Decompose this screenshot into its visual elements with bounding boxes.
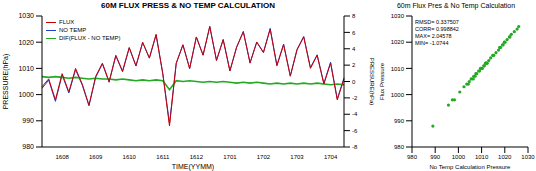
- svg-text:-8: -8: [352, 144, 358, 150]
- svg-text:1703: 1703: [290, 154, 304, 160]
- svg-text:8: 8: [352, 13, 356, 19]
- svg-text:990: 990: [22, 117, 34, 124]
- svg-text:1020: 1020: [18, 39, 34, 46]
- svg-text:1020: 1020: [391, 39, 405, 45]
- svg-text:1010: 1010: [18, 65, 34, 72]
- svg-text:1702: 1702: [257, 154, 271, 160]
- html-text:CORR= 0.998842: CORR= 0.998842: [415, 26, 459, 32]
- html-text:60M FLUX PRESS & NO TEMP CALCU: 60M FLUX PRESS & NO TEMP CALCULATION: [101, 1, 275, 10]
- svg-text:1030: 1030: [18, 12, 34, 19]
- svg-text:1030: 1030: [521, 154, 528, 160]
- svg-text:6: 6: [352, 30, 356, 36]
- svg-text:4: 4: [352, 46, 356, 52]
- svg-text:990: 990: [394, 118, 405, 124]
- svg-text:1611: 1611: [156, 154, 170, 160]
- svg-text:980: 980: [407, 154, 418, 160]
- svg-text:1020: 1020: [498, 154, 512, 160]
- svg-text:No Temp Calculation Pressure: No Temp Calculation Pressure: [430, 164, 512, 170]
- svg-text:PRESSURE(hPa): PRESSURE(hPa): [8, 54, 10, 110]
- html-text:MAX= 2.04578: MAX= 2.04578: [415, 33, 452, 39]
- html-text:MIN= -1.0744: MIN= -1.0744: [415, 40, 449, 46]
- svg-text:2: 2: [352, 62, 356, 68]
- svg-text:-2: -2: [352, 95, 358, 101]
- svg-text:0: 0: [352, 79, 356, 85]
- svg-text:1704: 1704: [324, 154, 338, 160]
- svg-text:1030: 1030: [391, 13, 405, 19]
- svg-text:1609: 1609: [89, 154, 103, 160]
- svg-text:1701: 1701: [223, 154, 237, 160]
- svg-text:990: 990: [430, 154, 441, 160]
- svg-text:980: 980: [22, 143, 34, 150]
- svg-text:-4: -4: [352, 111, 358, 117]
- svg-text:Flux Pressure: Flux Pressure: [379, 62, 385, 100]
- html-text:FLUX: FLUX: [59, 19, 75, 25]
- svg-text:980: 980: [394, 144, 405, 150]
- svg-text:1010: 1010: [475, 154, 489, 160]
- svg-text:TIME(YYMM): TIME(YYMM): [172, 163, 214, 171]
- svg-text:-6: -6: [352, 128, 358, 134]
- svg-text:1610: 1610: [123, 154, 137, 160]
- html-text:NO TEMP: NO TEMP: [59, 27, 87, 33]
- html-text:60m Flux Pres & No Temp Calcul: 60m Flux Pres & No Temp Calculation: [396, 2, 516, 9]
- svg-text:1612: 1612: [190, 154, 204, 160]
- html-text:DIF(FLUX - NO TEMP): DIF(FLUX - NO TEMP): [59, 35, 121, 41]
- svg-text:1608: 1608: [55, 154, 69, 160]
- svg-text:1010: 1010: [391, 66, 405, 72]
- svg-text:1000: 1000: [391, 92, 405, 98]
- svg-text:PRESSURE(hPa): PRESSURE(hPa): [369, 58, 375, 106]
- html-text:RMSD= 0.337507: RMSD= 0.337507: [415, 19, 459, 25]
- svg-text:1000: 1000: [452, 154, 466, 160]
- svg-text:1000: 1000: [18, 91, 34, 98]
